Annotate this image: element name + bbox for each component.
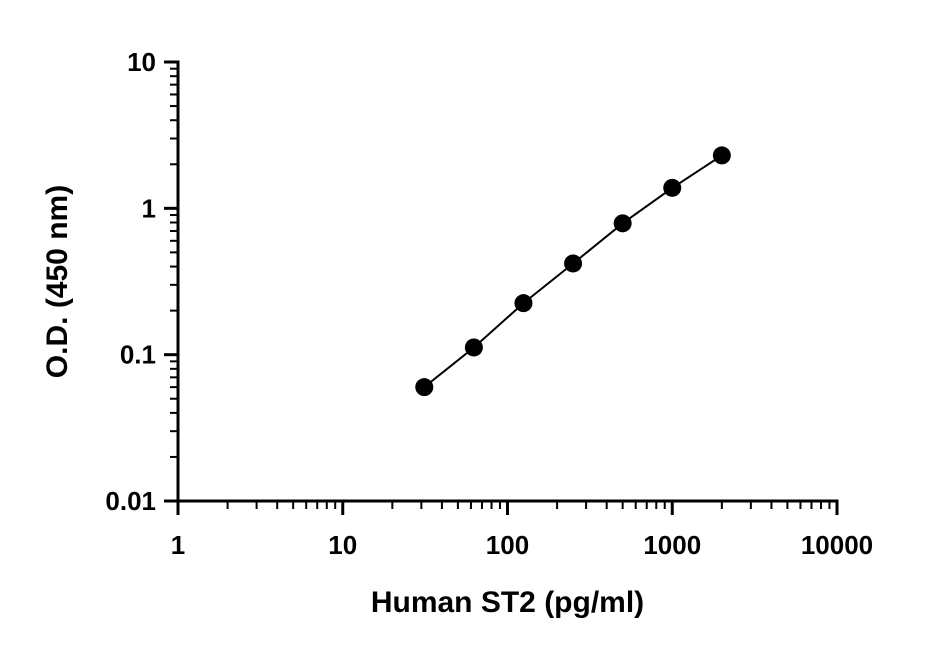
data-point xyxy=(564,254,583,273)
x-axis-major-ticks xyxy=(176,501,839,515)
x-tick-label: 10000 xyxy=(801,530,873,560)
y-tick-label: 10 xyxy=(127,47,156,77)
x-tick-label: 10 xyxy=(328,530,357,560)
data-point xyxy=(514,294,533,313)
y-tick-label: 1 xyxy=(142,193,156,223)
x-tick-label: 100 xyxy=(486,530,529,560)
x-tick-label: 1000 xyxy=(643,530,701,560)
data-point xyxy=(712,146,731,165)
data-point xyxy=(613,214,632,233)
series-layer xyxy=(415,146,731,397)
data-point xyxy=(464,338,483,357)
x-axis-title: Human ST2 (pg/ml) xyxy=(371,586,644,619)
x-axis-minor-ticks xyxy=(226,501,831,509)
y-axis-tick-labels: 0.01 0.1 1 10 xyxy=(105,47,156,516)
x-tick-label: 1 xyxy=(171,530,185,560)
y-axis-major-ticks xyxy=(164,60,178,503)
y-tick-label: 0.1 xyxy=(120,340,156,370)
y-axis-title: O.D. (450 nm) xyxy=(41,185,74,378)
data-point xyxy=(663,178,682,197)
data-point xyxy=(415,378,434,397)
x-axis-tick-labels: 1 10 100 1000 10000 xyxy=(171,530,873,560)
y-tick-label: 0.01 xyxy=(105,486,156,516)
